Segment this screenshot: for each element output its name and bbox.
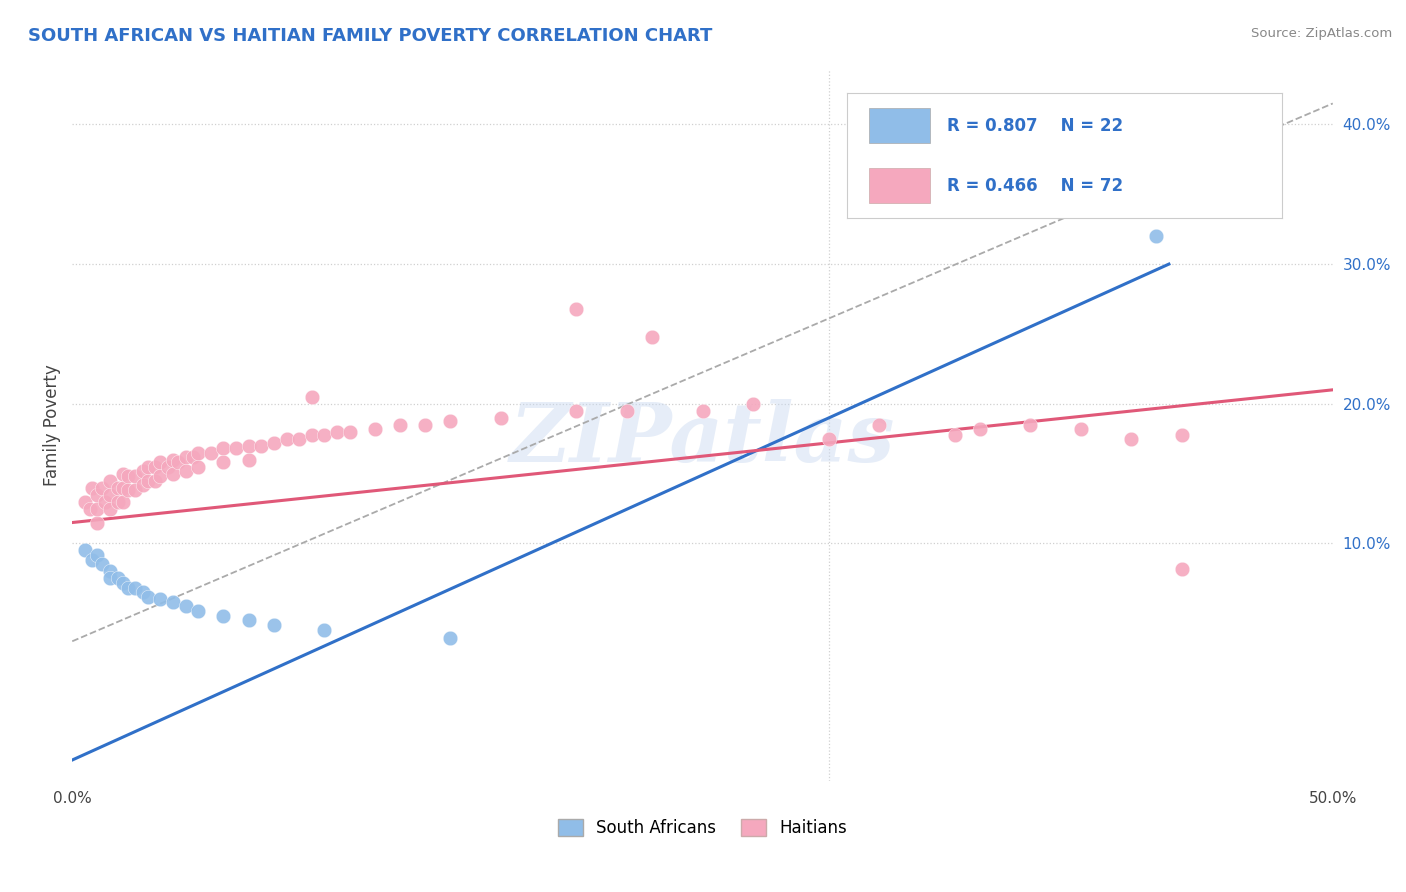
Point — [1119, 432, 1142, 446]
Point — [314, 427, 336, 442]
Point — [111, 575, 134, 590]
Point — [98, 571, 121, 585]
Point — [212, 455, 235, 469]
Point — [288, 432, 311, 446]
Point — [94, 494, 117, 508]
Point — [174, 450, 197, 464]
Point — [145, 474, 167, 488]
Point — [82, 553, 104, 567]
Point — [250, 439, 273, 453]
Text: Source: ZipAtlas.com: Source: ZipAtlas.com — [1251, 27, 1392, 40]
Point — [124, 469, 146, 483]
Point — [238, 613, 260, 627]
Point — [91, 558, 114, 572]
Point — [86, 516, 108, 530]
Point — [301, 427, 323, 442]
Point — [489, 410, 512, 425]
Point — [969, 422, 991, 436]
Point — [212, 609, 235, 624]
Point — [136, 474, 159, 488]
Point — [145, 459, 167, 474]
Point — [439, 413, 461, 427]
Point — [91, 481, 114, 495]
Point — [149, 469, 172, 483]
Point — [157, 459, 180, 474]
Point — [117, 469, 139, 483]
Point — [326, 425, 349, 439]
Point — [86, 501, 108, 516]
Point — [565, 404, 588, 418]
Point — [174, 599, 197, 614]
Point — [117, 483, 139, 498]
Point — [111, 481, 134, 495]
Point — [263, 617, 285, 632]
Point — [187, 445, 209, 459]
Point — [1070, 422, 1092, 436]
Point — [162, 467, 184, 481]
Point — [132, 464, 155, 478]
Point — [212, 442, 235, 456]
Point — [167, 455, 190, 469]
Point — [225, 442, 247, 456]
Point — [132, 585, 155, 599]
Point — [111, 467, 134, 481]
Point — [276, 432, 298, 446]
Point — [79, 501, 101, 516]
Point — [1019, 417, 1042, 432]
Point — [149, 455, 172, 469]
Point — [98, 487, 121, 501]
Point — [817, 432, 839, 446]
Text: SOUTH AFRICAN VS HAITIAN FAMILY POVERTY CORRELATION CHART: SOUTH AFRICAN VS HAITIAN FAMILY POVERTY … — [28, 27, 713, 45]
Point — [439, 632, 461, 646]
Point — [162, 595, 184, 609]
Point — [200, 445, 222, 459]
Point — [111, 494, 134, 508]
Text: ZIPatlas: ZIPatlas — [510, 399, 896, 479]
Point — [1144, 229, 1167, 244]
Point — [692, 404, 714, 418]
Point — [263, 436, 285, 450]
Point — [124, 581, 146, 595]
Point — [943, 427, 966, 442]
Point — [1170, 427, 1192, 442]
Legend: South Africans, Haitians: South Africans, Haitians — [551, 813, 853, 844]
Point — [868, 417, 890, 432]
Point — [107, 494, 129, 508]
Point — [149, 592, 172, 607]
Point — [98, 474, 121, 488]
Point — [117, 581, 139, 595]
Y-axis label: Family Poverty: Family Poverty — [44, 364, 60, 485]
Point — [314, 623, 336, 637]
Point — [181, 450, 204, 464]
Point — [187, 459, 209, 474]
Point — [742, 397, 765, 411]
Point — [136, 459, 159, 474]
Point — [187, 603, 209, 617]
Point — [124, 483, 146, 498]
Point — [73, 543, 96, 558]
Point — [1170, 561, 1192, 575]
Point — [82, 481, 104, 495]
Point — [364, 422, 387, 436]
Point — [73, 494, 96, 508]
Point — [86, 548, 108, 562]
Point — [162, 452, 184, 467]
Point — [174, 464, 197, 478]
Point — [238, 439, 260, 453]
Point — [238, 452, 260, 467]
Point — [565, 301, 588, 316]
Point — [86, 487, 108, 501]
Point — [616, 404, 638, 418]
Point — [413, 417, 436, 432]
Point — [339, 425, 361, 439]
Point — [641, 330, 664, 344]
Point — [98, 501, 121, 516]
Point — [107, 571, 129, 585]
Point — [132, 478, 155, 492]
Point — [388, 417, 411, 432]
Point — [136, 590, 159, 604]
Point — [98, 565, 121, 579]
Point — [107, 481, 129, 495]
Point — [301, 390, 323, 404]
